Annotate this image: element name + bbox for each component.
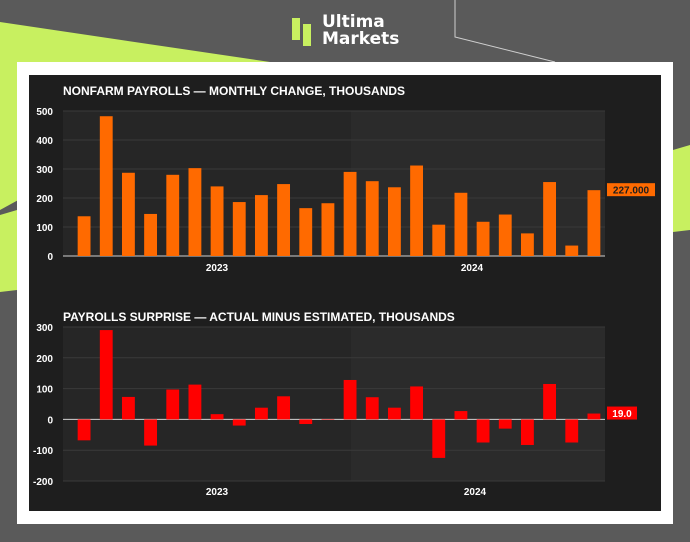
bar bbox=[365, 397, 379, 420]
plot-shade-1 bbox=[351, 327, 605, 481]
y-tick-label: 300 bbox=[36, 323, 53, 334]
bar bbox=[476, 221, 490, 256]
bar bbox=[99, 330, 113, 420]
x-tick-label: 2023 bbox=[206, 263, 229, 274]
last-value-label: 19.0 bbox=[612, 409, 632, 420]
bar bbox=[432, 419, 446, 458]
x-tick-label: 2024 bbox=[464, 487, 487, 498]
bar bbox=[543, 182, 557, 256]
y-tick-label: 400 bbox=[36, 136, 53, 147]
bar bbox=[188, 384, 202, 420]
brand-name: Ultima Markets bbox=[322, 14, 399, 48]
bar bbox=[410, 386, 424, 420]
bar bbox=[210, 414, 224, 420]
charts-svg: 0 100 200 300 400 500 NONFARM PAYROLLS — MONTH… bbox=[33, 84, 655, 498]
bar bbox=[299, 208, 313, 256]
bar bbox=[410, 165, 424, 256]
bar bbox=[498, 419, 512, 429]
bar bbox=[144, 419, 158, 446]
bar bbox=[121, 172, 135, 256]
bar bbox=[432, 224, 446, 256]
bar bbox=[77, 419, 91, 441]
bar bbox=[144, 213, 158, 256]
bar bbox=[77, 216, 91, 256]
brand-name-line2: Markets bbox=[322, 29, 400, 49]
bar bbox=[277, 396, 291, 420]
bar bbox=[543, 383, 557, 420]
brand-name-line1: Ultima bbox=[322, 12, 385, 32]
bar bbox=[387, 407, 401, 420]
bar bbox=[121, 396, 135, 420]
bar bbox=[299, 419, 313, 425]
last-value-badge bbox=[607, 406, 637, 420]
bar bbox=[343, 379, 357, 420]
bar bbox=[321, 419, 335, 420]
y-tick-label: 200 bbox=[36, 354, 53, 365]
y-tick-label: 0 bbox=[47, 415, 53, 426]
bar bbox=[365, 181, 379, 256]
chart-card: 0 100 200 300 400 500 NONFARM PAYROLLS — MONTH… bbox=[17, 62, 673, 524]
bar bbox=[565, 245, 579, 256]
y-tick-label: 0 bbox=[47, 252, 53, 263]
bar bbox=[277, 184, 291, 256]
bar bbox=[166, 389, 180, 420]
brand-logo: Ultima Markets bbox=[292, 14, 399, 48]
bar bbox=[476, 419, 490, 443]
bar bbox=[565, 419, 579, 443]
bar bbox=[498, 214, 512, 256]
bar bbox=[587, 413, 601, 420]
bar bbox=[321, 203, 335, 256]
y-tick-label: 500 bbox=[36, 107, 53, 118]
bar bbox=[254, 195, 268, 256]
bar bbox=[454, 192, 468, 256]
bar bbox=[587, 190, 601, 256]
chart-panel: 0 100 200 300 400 500 NONFARM PAYROLLS — MONTH… bbox=[29, 75, 661, 511]
ultima-logo-icon bbox=[292, 18, 311, 46]
bar bbox=[99, 116, 113, 256]
bar bbox=[520, 419, 534, 445]
bar bbox=[454, 411, 468, 420]
y-tick-label: 200 bbox=[36, 194, 53, 205]
bar bbox=[232, 419, 246, 426]
bar bbox=[343, 171, 357, 256]
x-tick-label: 2023 bbox=[206, 487, 229, 498]
chart-title: NONFARM PAYROLLS — MONTHLY CHANGE, THOUS… bbox=[63, 84, 405, 98]
bar bbox=[254, 407, 268, 420]
x-tick-label: 2024 bbox=[461, 263, 484, 274]
chart-title: PAYROLLS SURPRISE — ACTUAL MINUS ESTIMAT… bbox=[63, 310, 455, 324]
bar bbox=[166, 174, 180, 256]
bar bbox=[232, 202, 246, 256]
bar bbox=[387, 187, 401, 256]
bar bbox=[210, 186, 224, 256]
y-tick-label: 300 bbox=[36, 165, 53, 176]
y-tick-label: 100 bbox=[36, 385, 53, 396]
y-tick-label: 100 bbox=[36, 223, 53, 234]
last-value-badge bbox=[607, 183, 655, 197]
last-value-label: 227.000 bbox=[613, 186, 650, 197]
y-tick-label: -100 bbox=[33, 446, 53, 457]
bar bbox=[188, 168, 202, 256]
y-tick-label: -200 bbox=[33, 477, 53, 488]
bar bbox=[520, 233, 534, 256]
